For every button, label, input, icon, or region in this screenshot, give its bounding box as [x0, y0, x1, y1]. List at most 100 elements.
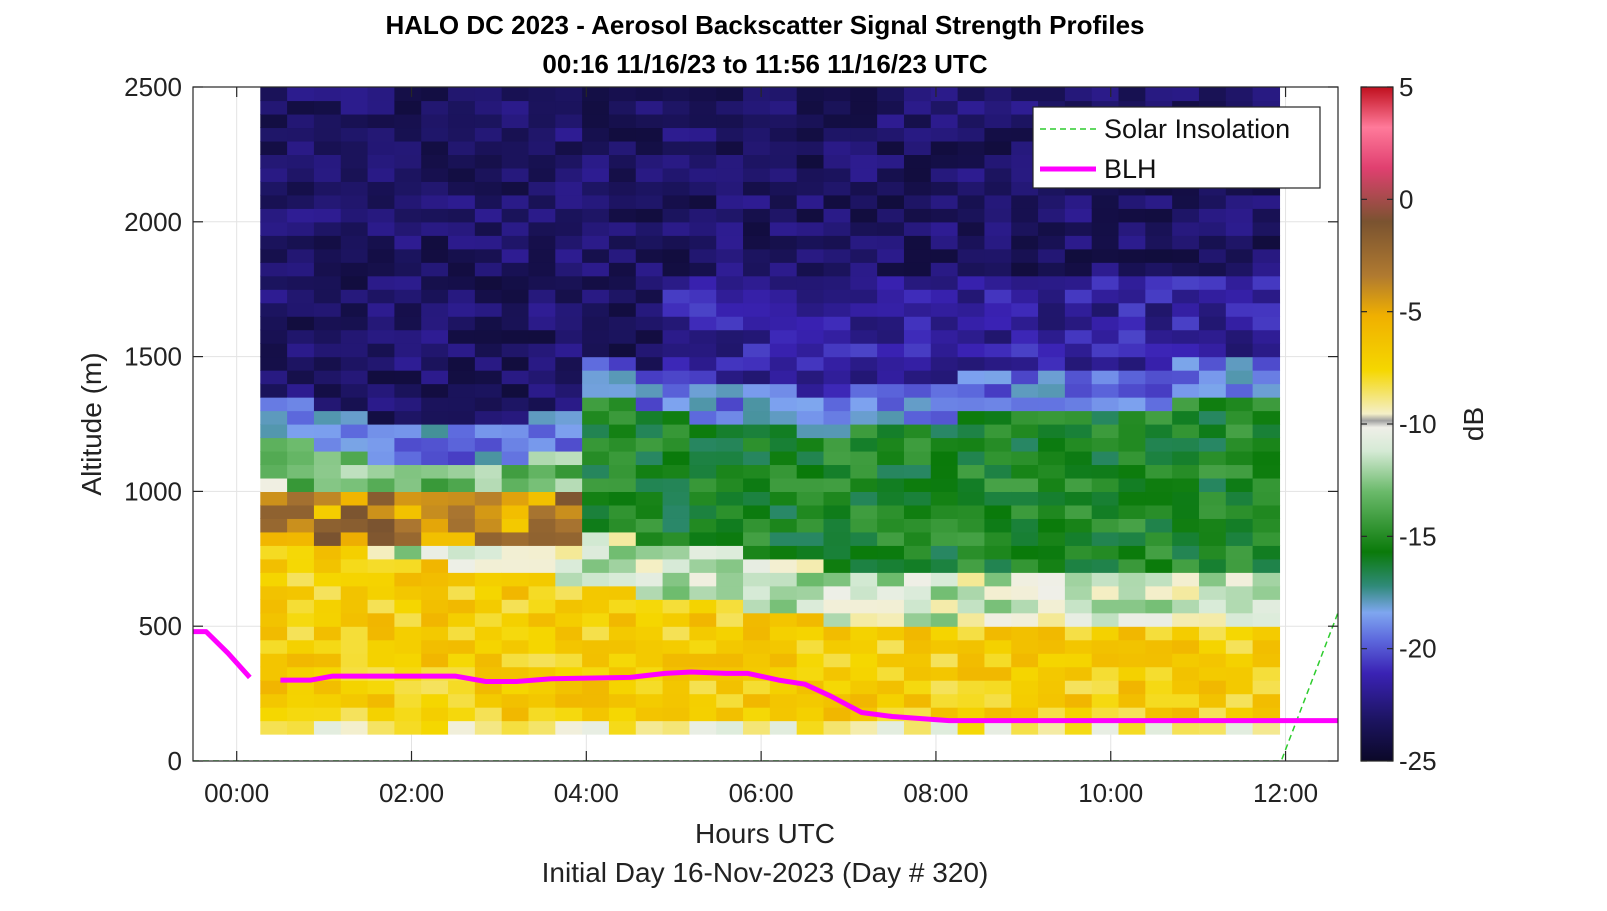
heatmap-cell [1252, 424, 1281, 439]
heatmap-cell [984, 477, 1012, 492]
heatmap-cell [1252, 612, 1281, 627]
heatmap-cell [340, 599, 369, 614]
heatmap-cell [1225, 262, 1254, 277]
heatmap-cell [448, 356, 476, 371]
heatmap-cell [608, 370, 637, 385]
heatmap-cell [1198, 424, 1227, 439]
heatmap-cell [260, 531, 288, 546]
heatmap-cell [1091, 275, 1120, 290]
heatmap-cell [984, 437, 1012, 452]
heatmap-cell [635, 154, 664, 169]
heatmap-cell [1118, 208, 1146, 223]
heatmap-cell [340, 504, 369, 519]
heatmap-cell [796, 275, 825, 290]
heatmap-cell [313, 194, 342, 209]
heatmap-cell [1038, 558, 1066, 573]
heatmap-cell [1011, 140, 1039, 155]
heatmap-cell [903, 329, 932, 344]
heatmap-cell [555, 612, 583, 627]
heatmap-cell [394, 653, 422, 668]
heatmap-cell [340, 450, 369, 466]
heatmap-cell [635, 248, 664, 263]
heatmap-cell [984, 450, 1012, 466]
heatmap-cell [662, 504, 691, 519]
heatmap-cell [260, 383, 288, 398]
heatmap-cell [743, 558, 771, 573]
heatmap-cell [367, 639, 395, 654]
heatmap-cell [1172, 545, 1200, 560]
heatmap-cell [1252, 87, 1281, 102]
heatmap-cell [689, 477, 717, 492]
y-axis-label: Altitude (m) [76, 352, 107, 495]
heatmap-cell [662, 181, 691, 196]
heatmap-cell [1038, 720, 1066, 735]
x-tick-label: 00:00 [204, 778, 269, 808]
heatmap-cell [528, 653, 556, 668]
heatmap-cell [1172, 424, 1200, 439]
heatmap-cell [957, 140, 986, 155]
heatmap-cell [716, 410, 744, 425]
heatmap-cell [1172, 356, 1200, 371]
heatmap-cell [930, 626, 959, 641]
heatmap-cell [877, 410, 905, 425]
heatmap-cell [421, 450, 449, 466]
heatmap-cell [421, 194, 449, 209]
heatmap-cell [340, 653, 369, 668]
heatmap-cell [1011, 154, 1039, 169]
heatmap-cell [421, 585, 449, 600]
heatmap-cell [1011, 693, 1039, 708]
heatmap-cell [1091, 397, 1120, 412]
heatmap-cell [930, 262, 959, 277]
heatmap-cell [260, 140, 288, 155]
heatmap-cell [421, 397, 449, 412]
heatmap-cell [769, 397, 798, 412]
heatmap-cell [984, 356, 1012, 371]
heatmap-cell [930, 235, 959, 250]
heatmap-cell [421, 356, 449, 371]
heatmap-cell [716, 707, 744, 722]
x-tick-label: 06:00 [729, 778, 794, 808]
heatmap-cell [501, 410, 530, 425]
heatmap-cell [340, 316, 369, 331]
heatmap-cell [501, 666, 530, 681]
heatmap-cell [582, 208, 610, 223]
heatmap-cell [716, 329, 744, 344]
heatmap-cell [1225, 693, 1254, 708]
heatmap-cell [1038, 289, 1066, 304]
heatmap-cell [1091, 235, 1120, 250]
heatmap-cell [474, 248, 503, 263]
heatmap-cell [930, 464, 959, 479]
heatmap-cell [796, 531, 825, 546]
heatmap-cell [635, 127, 664, 142]
heatmap-cell [582, 221, 610, 236]
heatmap-cell [1064, 450, 1093, 466]
heatmap-cell [716, 113, 744, 129]
heatmap-cell [689, 262, 717, 277]
heatmap-cell [1011, 316, 1039, 331]
heatmap-cell [260, 450, 288, 466]
heatmap-cell [608, 477, 637, 492]
heatmap-cell [1252, 518, 1281, 533]
heatmap-cell [1225, 585, 1254, 600]
heatmap-cell [260, 424, 288, 439]
heatmap-cell [1064, 720, 1093, 735]
heatmap-cell [823, 464, 851, 479]
heatmap-cell [528, 235, 556, 250]
heatmap-cell [394, 140, 422, 155]
heatmap-cell [957, 397, 986, 412]
heatmap-cell [608, 140, 637, 155]
heatmap-cell [984, 329, 1012, 344]
heatmap-cell [930, 113, 959, 129]
heatmap-cell [501, 491, 530, 506]
heatmap-cell [287, 343, 315, 358]
heatmap-cell [1172, 343, 1200, 358]
heatmap-cell [340, 262, 369, 277]
heatmap-cell [850, 424, 878, 439]
heatmap-cell [796, 424, 825, 439]
heatmap-cell [850, 639, 878, 654]
heatmap-cell [796, 154, 825, 169]
heatmap-cell [313, 518, 342, 533]
heatmap-cell [930, 666, 959, 681]
heatmap-cell [689, 450, 717, 466]
heatmap-cell [984, 181, 1012, 196]
